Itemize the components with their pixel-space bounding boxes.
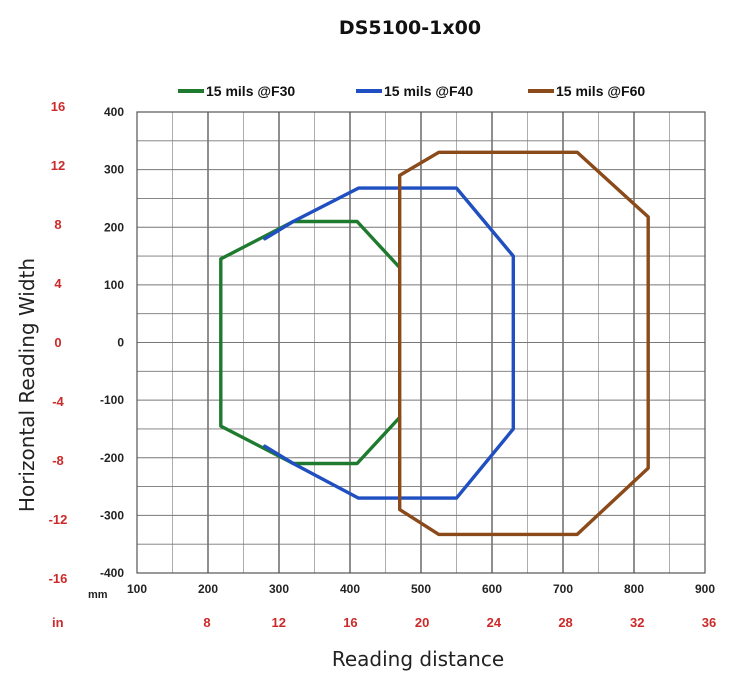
x-tick-label-in: 36	[702, 615, 716, 630]
x-ticks-in: 8 12 16 20 24 28 32 36	[203, 615, 716, 630]
y-tick-label-mm: 100	[104, 278, 124, 292]
series-line	[263, 186, 515, 500]
x-tick-label-in: 32	[630, 615, 644, 630]
y-tick-label-in: -12	[49, 512, 68, 527]
x-tick-label-mm: 500	[411, 582, 431, 596]
x-unit-in: in	[52, 615, 64, 630]
y-axis-title: Horizontal Reading Width	[15, 258, 39, 512]
x-tick-label-in: 24	[487, 615, 502, 630]
y-tick-label-in: 8	[54, 217, 61, 232]
y-tick-label-in: 16	[51, 99, 65, 114]
y-ticks-mm: 400 300 200 100 0 -100 -200 -300 -400	[100, 105, 124, 580]
legend-label: 15 mils @F40	[384, 83, 473, 99]
series-line	[398, 150, 650, 537]
plot-frame	[136, 111, 706, 574]
y-tick-label-mm: 400	[104, 105, 124, 119]
x-axis-title: Reading distance	[332, 647, 504, 671]
y-tick-label-mm: 300	[104, 163, 124, 177]
x-tick-label-mm: 800	[624, 582, 644, 596]
legend-label: 15 mils @F60	[556, 83, 645, 99]
x-tick-label-mm: 700	[553, 582, 573, 596]
y-tick-label-in: -16	[49, 571, 68, 586]
plot-grid	[137, 112, 705, 573]
x-tick-label-mm: 400	[340, 582, 360, 596]
y-tick-label-mm: -300	[100, 508, 124, 522]
x-tick-label-mm: 300	[269, 582, 289, 596]
y-tick-label-in: 12	[51, 158, 65, 173]
y-tick-label-in: 0	[54, 335, 61, 350]
y-tick-label-in: 4	[54, 276, 62, 291]
y-tick-label-mm: -200	[100, 451, 124, 465]
legend-label: 15 mils @F30	[206, 83, 295, 99]
x-tick-label-mm: 100	[127, 582, 147, 596]
y-tick-label-in: -8	[52, 453, 64, 468]
x-tick-label-in: 20	[415, 615, 429, 630]
x-tick-label-mm: 200	[198, 582, 218, 596]
y-tick-label-mm: 0	[117, 336, 124, 350]
x-tick-label-in: 8	[203, 615, 210, 630]
series-lines	[219, 150, 650, 537]
x-tick-label-mm: 900	[695, 582, 715, 596]
y-tick-label-mm: -100	[100, 393, 124, 407]
series-line	[219, 219, 402, 466]
y-tick-label-mm: -400	[100, 566, 124, 580]
x-tick-label-in: 12	[271, 615, 285, 630]
x-tick-label-in: 28	[558, 615, 572, 630]
x-tick-label-in: 16	[343, 615, 357, 630]
x-unit-mm: mm	[88, 589, 108, 601]
x-ticks-mm: 100 200 300 400 500 600 700 800 900	[127, 582, 715, 596]
y-tick-label-mm: 200	[104, 220, 124, 234]
y-tick-label-in: -4	[52, 394, 64, 409]
y-ticks-in: 16 12 8 4 0 -4 -8 -12 -16	[49, 99, 68, 586]
legend: 15 mils @F30 15 mils @F40 15 mils @F60	[178, 83, 645, 99]
chart-title: DS5100-1x00	[339, 17, 481, 39]
x-tick-label-mm: 600	[482, 582, 502, 596]
